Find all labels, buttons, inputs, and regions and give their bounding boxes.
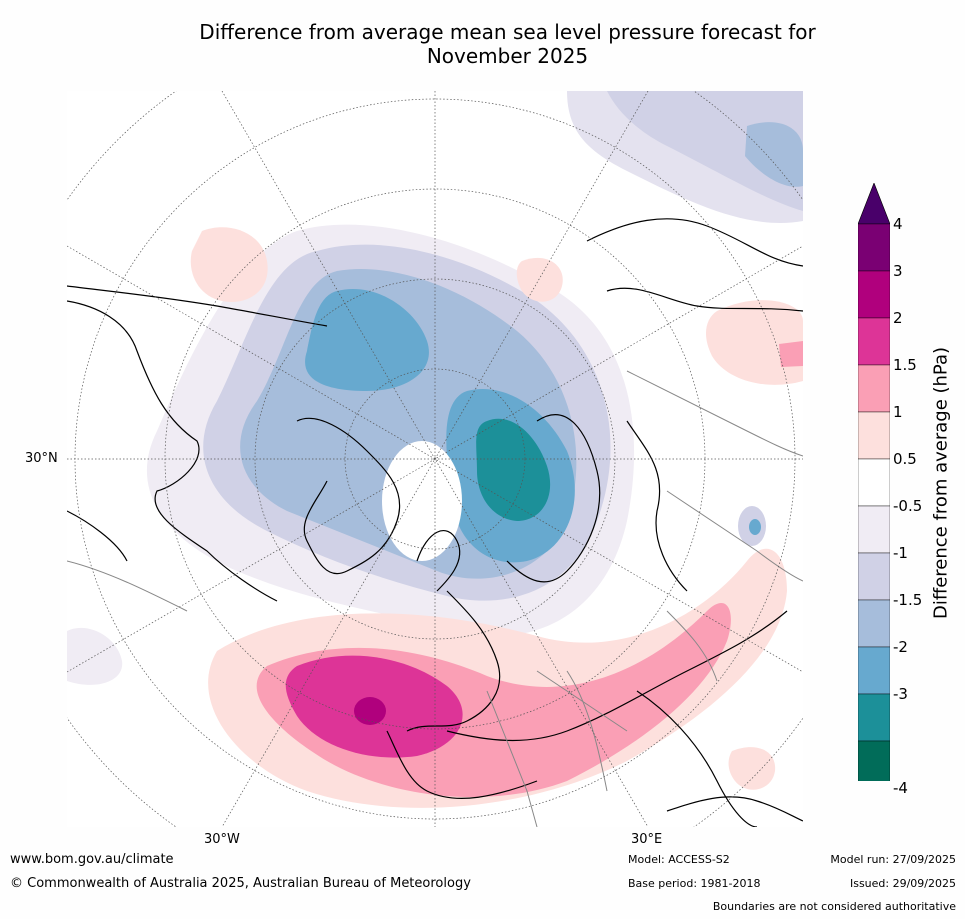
colorbar-segment [857,223,891,272]
colorbar-graphic [857,182,891,830]
colorbar-over-triangle [857,182,891,225]
issued-date: Issued: 29/09/2025 [849,877,956,890]
anomaly-fills [67,91,803,808]
title-line-2: November 2025 [426,44,589,68]
colorbar-title: Difference from average (hPa) [930,346,952,620]
colorbar-tick-label: -2 [893,638,908,656]
colorbar-segment [857,505,891,554]
colorbar-segment [857,693,891,742]
colorbar-segment [857,740,891,789]
colorbar-segment [857,317,891,366]
colorbar-segment [857,458,891,507]
colorbar-segment [857,364,891,413]
model-run-date: Model run: 27/09/2025 [830,853,956,866]
graticule [67,91,803,827]
colorbar-tick-label: 4 [893,215,903,233]
lon-label-30w: 30°W [204,832,240,847]
colorbar-tick-label: -1.5 [893,591,923,609]
base-period: Base period: 1981-2018 [628,877,761,890]
title-line-1: Difference from average mean sea level p… [199,20,816,44]
colorbar-tick-label: -1 [893,544,908,562]
colorbar-tick-label: 1.5 [893,356,917,374]
colorbar [857,182,891,830]
colorbar-tick-label: 3 [893,262,903,280]
lon-label-30e: 30°E [631,832,663,847]
copyright-text: © Commonwealth of Australia 2025, Austra… [10,876,471,891]
map-graphic [67,91,803,827]
coastlines [67,218,803,827]
pressure-anomaly-map [67,91,803,827]
colorbar-segment [857,270,891,319]
model-name: Model: ACCESS-S2 [628,853,730,866]
website-link[interactable]: www.bom.gov.au/climate [10,852,174,867]
country-borders [67,370,803,827]
colorbar-segment [857,599,891,648]
colorbar-tick-label: 1 [893,403,903,421]
colorbar-tick-label: -3 [893,685,908,703]
colorbar-tick-label: -4 [893,779,908,797]
colorbar-segment [857,552,891,601]
map-title: Difference from average mean sea level p… [0,20,965,68]
colorbar-tick-label: 2 [893,309,903,327]
lat-label-30n: 30°N [25,451,58,466]
colorbar-tick-label: -0.5 [893,497,923,515]
colorbar-tick-label: 0.5 [893,450,917,468]
boundary-disclaimer: Boundaries are not considered authoritat… [712,900,956,913]
colorbar-segment [857,411,891,460]
colorbar-segment [857,646,891,695]
